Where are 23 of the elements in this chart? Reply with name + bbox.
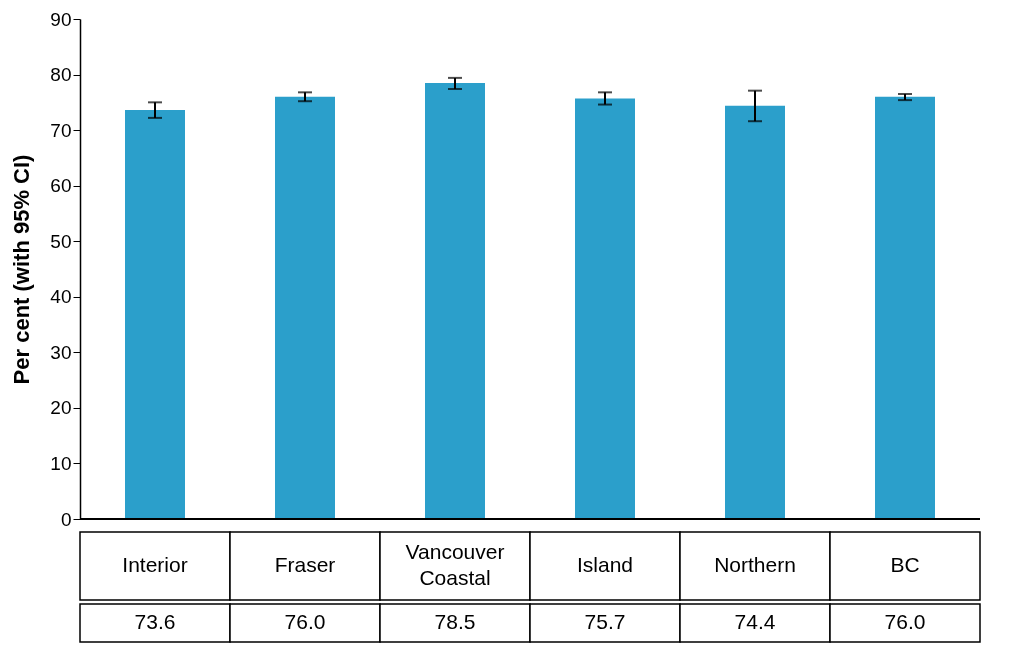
data-label: 74.4 [734,610,776,633]
data-label: 73.6 [134,610,176,633]
y-tick-label: 0 [60,508,72,530]
data-label: 78.5 [434,610,476,633]
x-tick-label: Interior [122,553,188,576]
y-tick-label: 80 [50,64,72,86]
y-tick-label: 30 [50,341,72,363]
data-label: 75.7 [584,610,626,633]
data-label: 76.0 [284,610,326,633]
data-label: 76.0 [884,610,926,633]
y-tick-label: 10 [50,452,72,474]
y-tick-label: 70 [50,119,72,141]
x-tick-label: Island [576,553,634,576]
y-axis-title: Per cent (with 95% CI) [9,154,35,385]
y-tick-label: 90 [50,8,72,30]
x-tick-label: Vancouver Coastal [405,540,505,589]
x-tick-label: BC [890,553,920,576]
y-tick-label: 40 [50,286,72,308]
y-tick-label: 50 [50,230,72,252]
x-tick-label: Fraser [274,553,336,576]
y-tick-label: 60 [50,175,72,197]
y-tick-label: 20 [50,397,72,419]
x-tick-label: Northern [714,553,796,576]
